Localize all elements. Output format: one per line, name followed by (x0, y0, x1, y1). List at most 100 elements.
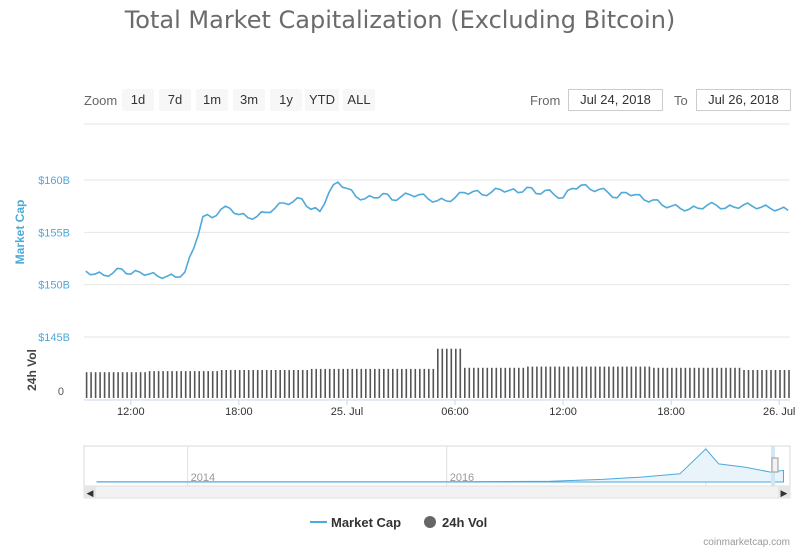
volume-bar (590, 366, 592, 398)
volume-bar (94, 372, 97, 398)
from-label: From (530, 93, 561, 108)
volume-bar (680, 367, 682, 398)
volume-bar (369, 368, 372, 398)
volume-bar (576, 366, 579, 398)
to-date-input[interactable] (696, 89, 791, 111)
volume-bar (202, 371, 205, 398)
volume-bar (446, 348, 448, 398)
volume-bar (234, 370, 236, 398)
volume-bar (85, 372, 88, 398)
volume-bar (333, 368, 335, 398)
volume-bar (491, 367, 493, 398)
volume-bar (419, 368, 421, 398)
zoom-1y-button[interactable]: 1y (270, 89, 302, 111)
volume-bar (788, 370, 790, 398)
volume-bar (635, 366, 637, 398)
volume-bar (166, 371, 169, 398)
volume-bar (315, 368, 317, 398)
volume-bar (716, 367, 718, 398)
navigator-year-label: 2014 (191, 472, 215, 484)
volume-bar (297, 370, 299, 398)
volume-bar (563, 366, 565, 398)
volume-bar (337, 368, 340, 398)
volume-bar (707, 367, 709, 398)
volume-bar (346, 368, 349, 398)
scroll-right-button[interactable] (778, 486, 790, 498)
volume-bar (594, 366, 597, 398)
volume-bar (162, 371, 164, 398)
volume-bar (779, 370, 781, 398)
volume-bar (378, 368, 381, 398)
volume-bar (301, 370, 304, 398)
volume-bar (482, 367, 484, 398)
volume-bar (540, 366, 543, 398)
market-cap-line (85, 181, 789, 280)
volume-bar (536, 366, 538, 398)
zoom-all-button[interactable]: ALL (343, 89, 375, 111)
volume-bar (392, 368, 394, 398)
zoom-7d-button[interactable]: 7d (159, 89, 191, 111)
volume-bar (292, 370, 295, 398)
volume-bar (765, 370, 768, 398)
volume-bar (747, 370, 750, 398)
volume-bar (774, 370, 777, 398)
volume-bar (243, 370, 245, 398)
volume-bar (157, 371, 160, 398)
navigator-handle[interactable] (771, 457, 779, 473)
volume-bar (473, 367, 475, 398)
gridlines (84, 179, 790, 338)
volume-bar (211, 371, 214, 398)
volume-bar (626, 366, 628, 398)
x-tick-label: 12:00 (549, 406, 577, 418)
volume-bar (207, 371, 209, 398)
volume-bar (545, 366, 547, 398)
volume-bar (752, 370, 754, 398)
arrow-left-icon: ◀ (87, 489, 94, 499)
volume-bar (112, 372, 115, 398)
x-tick-label: 12:00 (117, 406, 145, 418)
volume-bar (410, 368, 412, 398)
volume-bar (720, 367, 723, 398)
volume-bar (144, 372, 146, 398)
volume-bar (459, 348, 462, 398)
volume-bar (644, 366, 646, 398)
scroll-left-button[interactable] (84, 486, 96, 498)
to-label: To (674, 93, 688, 108)
volume-bar (464, 367, 466, 398)
navigator-year-label: 2016 (450, 472, 474, 484)
scrollbar-track[interactable] (83, 485, 791, 499)
volume-bar (702, 367, 705, 398)
legend-market-cap[interactable]: Market Cap (331, 515, 402, 530)
volume-bar (725, 367, 727, 398)
zoom-1m-button[interactable]: 1m (196, 89, 228, 111)
volume-bar (229, 370, 232, 398)
volume-bar (630, 366, 633, 398)
volume-bar (617, 366, 619, 398)
volume-bar (455, 348, 457, 398)
volume-bar (108, 372, 110, 398)
volume-bar (657, 367, 660, 398)
volume-bar (549, 366, 552, 398)
volume-bar (477, 367, 480, 398)
volume-bar (265, 370, 268, 398)
volume-bar (99, 372, 101, 398)
volume-bar (567, 366, 570, 398)
volume-bar (171, 371, 173, 398)
x-tick-label: 26. Jul (763, 406, 795, 418)
from-date-input[interactable] (568, 89, 663, 111)
zoom-ytd-button[interactable]: YTD (305, 89, 339, 111)
volume-bar (225, 370, 227, 398)
volume-bar (437, 348, 439, 398)
volume-bar (428, 368, 430, 398)
zoom-3m-button[interactable]: 3m (233, 89, 265, 111)
volume-zero-tick: 0 (58, 386, 64, 398)
volume-bar (648, 366, 651, 398)
volume-bar (608, 366, 610, 398)
legend-circle-icon (424, 516, 436, 528)
volume-bar (770, 370, 772, 398)
volume-bar (189, 371, 191, 398)
legend-24h-vol[interactable]: 24h Vol (442, 515, 488, 530)
y-tick-label: $150B (38, 280, 70, 292)
zoom-1d-button[interactable]: 1d (122, 89, 154, 111)
